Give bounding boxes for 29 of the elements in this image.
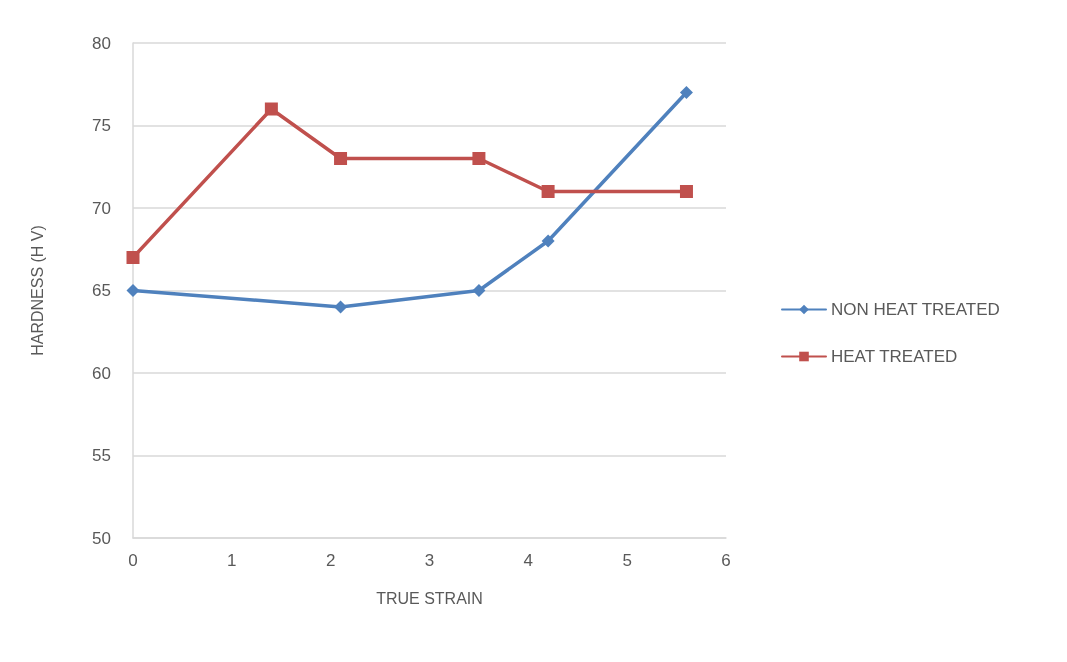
y-tick-label: 80 [92, 33, 111, 53]
y-tick-label: 60 [92, 363, 111, 383]
point [334, 300, 348, 314]
x-tick-label: 3 [424, 551, 435, 570]
point [679, 86, 693, 99]
y-tick-label: 55 [92, 446, 111, 465]
point [126, 284, 140, 297]
x-tick-label: 5 [622, 551, 632, 570]
y-tick-label: 65 [92, 281, 111, 300]
point [472, 284, 486, 297]
point [679, 185, 693, 198]
y-tick-label: 50 [92, 528, 111, 548]
x-tick-label: 6 [721, 551, 731, 570]
point [541, 234, 555, 248]
legend-label: HEAT TREATED [831, 347, 958, 366]
legend-label: NON HEAT TREATED [831, 300, 1000, 319]
y-tick-label: 70 [92, 198, 111, 218]
y-axis-title: HARDNESS (H V) [28, 225, 46, 356]
y-tick-label: 75 [92, 116, 111, 135]
point [126, 251, 140, 264]
point [334, 152, 348, 165]
x-axis-title: TRUE STRAIN [376, 589, 483, 607]
x-tick-label: 0 [128, 551, 138, 570]
x-tick-label: 2 [325, 551, 336, 570]
point [264, 102, 278, 116]
x-tick-label: 4 [523, 551, 534, 570]
point [472, 152, 486, 165]
point [541, 185, 555, 198]
x-tick-label: 1 [227, 551, 237, 570]
